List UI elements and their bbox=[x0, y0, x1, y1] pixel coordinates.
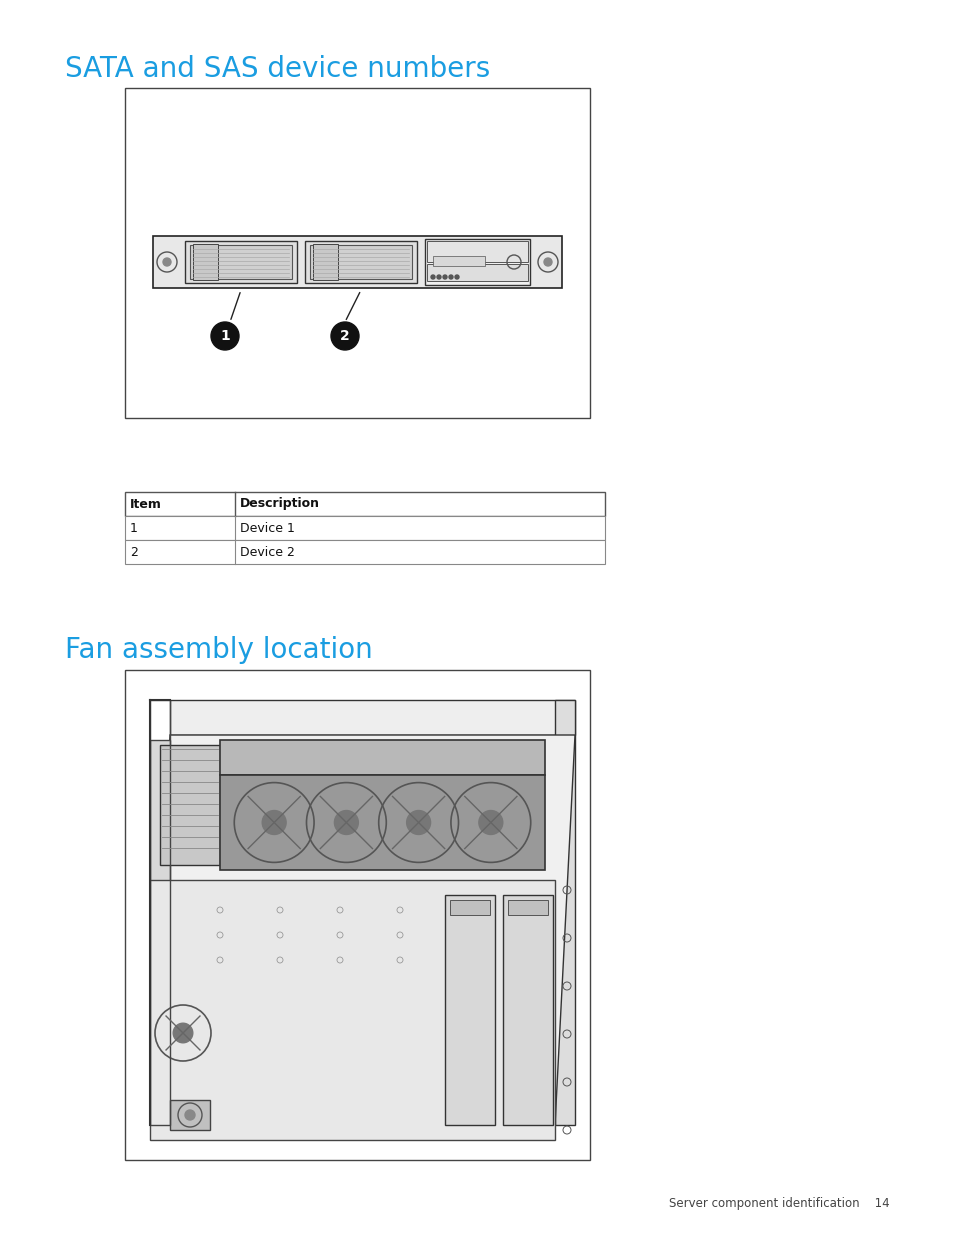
Text: Server component identification    14: Server component identification 14 bbox=[669, 1197, 889, 1210]
Bar bbox=[502, 895, 553, 1125]
Bar bbox=[450, 900, 490, 915]
Circle shape bbox=[455, 275, 458, 279]
Bar bbox=[125, 492, 604, 516]
Bar bbox=[125, 540, 604, 564]
Bar bbox=[433, 256, 484, 266]
Bar bbox=[427, 264, 527, 282]
Text: Device 2: Device 2 bbox=[240, 546, 294, 558]
Bar bbox=[507, 900, 547, 915]
Text: 2: 2 bbox=[340, 329, 350, 343]
Circle shape bbox=[163, 258, 171, 266]
Text: 2: 2 bbox=[130, 546, 138, 558]
Bar bbox=[160, 745, 220, 864]
Circle shape bbox=[406, 810, 430, 835]
Text: SATA and SAS device numbers: SATA and SAS device numbers bbox=[65, 56, 490, 83]
Bar bbox=[313, 245, 337, 280]
Circle shape bbox=[449, 275, 453, 279]
Circle shape bbox=[436, 275, 440, 279]
Text: Device 1: Device 1 bbox=[240, 521, 294, 535]
Text: Item: Item bbox=[130, 498, 162, 510]
Circle shape bbox=[335, 810, 358, 835]
Circle shape bbox=[262, 810, 286, 835]
Circle shape bbox=[478, 810, 502, 835]
Bar bbox=[310, 245, 412, 279]
Polygon shape bbox=[150, 881, 555, 1140]
Bar bbox=[193, 245, 218, 280]
Circle shape bbox=[442, 275, 447, 279]
Bar bbox=[125, 516, 604, 540]
Polygon shape bbox=[150, 735, 575, 1125]
Circle shape bbox=[331, 322, 358, 350]
Text: Description: Description bbox=[240, 498, 319, 510]
Text: Fan assembly location: Fan assembly location bbox=[65, 636, 373, 664]
Text: 1: 1 bbox=[130, 521, 138, 535]
Bar bbox=[305, 241, 416, 283]
Bar bbox=[185, 241, 296, 283]
Polygon shape bbox=[555, 700, 575, 1125]
Bar bbox=[424, 240, 530, 285]
Circle shape bbox=[431, 275, 435, 279]
Bar bbox=[444, 895, 495, 1125]
Circle shape bbox=[543, 258, 552, 266]
Circle shape bbox=[211, 322, 239, 350]
Bar bbox=[125, 671, 589, 1160]
Text: 1: 1 bbox=[220, 329, 230, 343]
Bar bbox=[125, 88, 589, 417]
Circle shape bbox=[173, 1024, 193, 1042]
Polygon shape bbox=[170, 700, 575, 735]
Bar bbox=[427, 241, 527, 262]
Bar bbox=[190, 245, 292, 279]
Bar bbox=[152, 236, 561, 288]
Polygon shape bbox=[220, 776, 544, 869]
Polygon shape bbox=[170, 1100, 210, 1130]
Circle shape bbox=[185, 1110, 194, 1120]
Polygon shape bbox=[150, 740, 170, 1125]
Polygon shape bbox=[220, 740, 544, 776]
